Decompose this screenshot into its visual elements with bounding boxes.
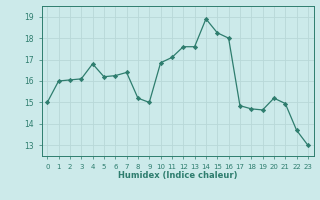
X-axis label: Humidex (Indice chaleur): Humidex (Indice chaleur) [118,171,237,180]
